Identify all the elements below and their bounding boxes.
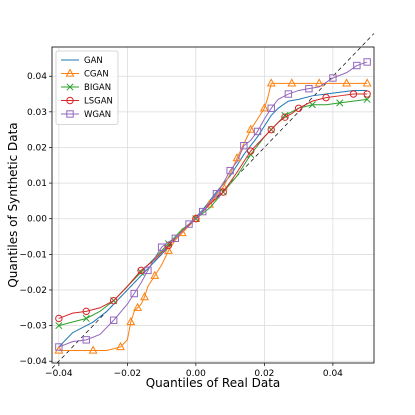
data-point-cgan bbox=[177, 227, 187, 237]
x-tick-label: −0.04 bbox=[45, 369, 73, 379]
legend: GAN CGAN BIGAN LSGAN WGAN bbox=[55, 50, 119, 125]
data-point-bigan bbox=[336, 99, 344, 107]
grid bbox=[52, 47, 374, 363]
data-point-lsgan bbox=[109, 296, 118, 305]
data-point-wgan bbox=[157, 243, 166, 251]
data-point-bigan bbox=[363, 95, 371, 103]
series-line-wgan bbox=[58, 61, 368, 348]
data-point-cgan bbox=[164, 245, 173, 254]
legend-label-bigan: BIGAN bbox=[84, 83, 111, 93]
data-point-wgan bbox=[267, 104, 275, 112]
data-point-cgan bbox=[362, 78, 372, 87]
data-point-wgan bbox=[55, 343, 63, 351]
data-point-lsgan bbox=[246, 147, 255, 155]
data-point-wgan bbox=[305, 84, 313, 93]
data-point-wgan bbox=[109, 316, 118, 324]
data-point-wgan bbox=[130, 289, 138, 298]
x-tick-label: −0.02 bbox=[114, 369, 142, 379]
data-point-wgan bbox=[82, 336, 90, 344]
data-point-cgan bbox=[205, 199, 215, 208]
data-point-bigan bbox=[281, 111, 289, 119]
data-point-lsgan bbox=[82, 307, 90, 316]
data-point-bigan bbox=[137, 268, 145, 276]
series-line-gan bbox=[58, 89, 368, 348]
y-tick-label: −0.03 bbox=[19, 322, 47, 332]
data-point-cgan bbox=[116, 341, 125, 351]
x-tick-label: 0.00 bbox=[186, 369, 206, 379]
legend-label-lsgan: LSGAN bbox=[84, 97, 113, 107]
data-point-lsgan bbox=[349, 90, 358, 98]
legend-marker-bigan bbox=[66, 83, 74, 91]
data-point-lsgan bbox=[55, 314, 63, 323]
data-point-cgan bbox=[266, 78, 276, 87]
data-point-lsgan bbox=[363, 90, 371, 98]
data-point-cgan bbox=[150, 270, 160, 279]
legend-marker-wgan bbox=[66, 110, 74, 118]
y-tick-label: 0.02 bbox=[27, 143, 47, 153]
y-tick-label: 0.01 bbox=[27, 179, 47, 189]
data-point-cgan bbox=[287, 78, 297, 87]
data-point-wgan bbox=[226, 166, 234, 175]
y-tick-label: −0.01 bbox=[19, 250, 47, 260]
data-point-wgan bbox=[199, 207, 207, 216]
data-point-wgan bbox=[363, 58, 371, 66]
data-point-wgan bbox=[171, 234, 180, 243]
plot-frame bbox=[51, 46, 375, 364]
x-tick-label: 0.04 bbox=[323, 369, 343, 379]
data-point-wgan bbox=[185, 220, 193, 228]
legend-label-gan: GAN bbox=[84, 56, 103, 66]
data-point-lsgan bbox=[322, 93, 330, 102]
y-tick-label: 0.03 bbox=[27, 108, 47, 118]
data-point-bigan bbox=[55, 322, 63, 330]
data-point-wgan bbox=[329, 74, 337, 82]
x-axis-label: Quantiles of Real Data bbox=[146, 376, 281, 390]
data-point-wgan bbox=[353, 61, 361, 70]
data-point-lsgan bbox=[267, 125, 275, 134]
data-point-cgan bbox=[88, 345, 98, 354]
legend-label-wgan: WGAN bbox=[84, 110, 111, 120]
data-point-lsgan bbox=[192, 215, 200, 223]
y-axis-label: Quantiles of Synthetic Data bbox=[6, 122, 20, 287]
data-point-cgan bbox=[246, 124, 256, 133]
legend-label-cgan: CGAN bbox=[84, 70, 109, 80]
data-point-wgan bbox=[144, 266, 152, 275]
data-point-cgan bbox=[259, 103, 269, 112]
series-gan bbox=[58, 89, 368, 348]
series-wgan bbox=[55, 58, 371, 351]
y-tick-label: 0.00 bbox=[27, 215, 47, 225]
data-point-cgan bbox=[126, 316, 136, 326]
data-point-lsgan bbox=[281, 113, 289, 121]
data-point-cgan bbox=[140, 292, 149, 301]
x-axis: −0.04 −0.02 0.00 0.02 0.04 bbox=[45, 363, 343, 379]
data-point-cgan bbox=[133, 302, 143, 311]
data-point-cgan bbox=[191, 213, 201, 222]
legend-marker-cgan bbox=[65, 68, 75, 77]
data-point-cgan bbox=[314, 78, 324, 87]
data-point-wgan bbox=[240, 141, 248, 150]
y-axis: −0.04 −0.03 −0.02 −0.01 0.00 0.01 0.02 0.03 0.04 bbox=[19, 72, 52, 367]
data-point-wgan bbox=[212, 190, 221, 198]
legend-box bbox=[55, 50, 119, 125]
data-point-wgan bbox=[284, 90, 293, 98]
legend-marker-lsgan bbox=[66, 96, 74, 105]
y-tick-label: −0.04 bbox=[19, 357, 47, 367]
series-lsgan bbox=[55, 90, 371, 323]
y-tick-label: −0.02 bbox=[19, 286, 47, 296]
data-point-bigan bbox=[164, 240, 173, 248]
data-point-cgan bbox=[342, 78, 352, 87]
data-point-bigan bbox=[82, 314, 90, 323]
data-point-wgan bbox=[253, 127, 262, 136]
y-tick-label: 0.04 bbox=[27, 72, 47, 82]
data-point-lsgan bbox=[294, 104, 303, 112]
series-layer bbox=[54, 58, 372, 354]
x-tick-label: 0.02 bbox=[254, 369, 274, 379]
